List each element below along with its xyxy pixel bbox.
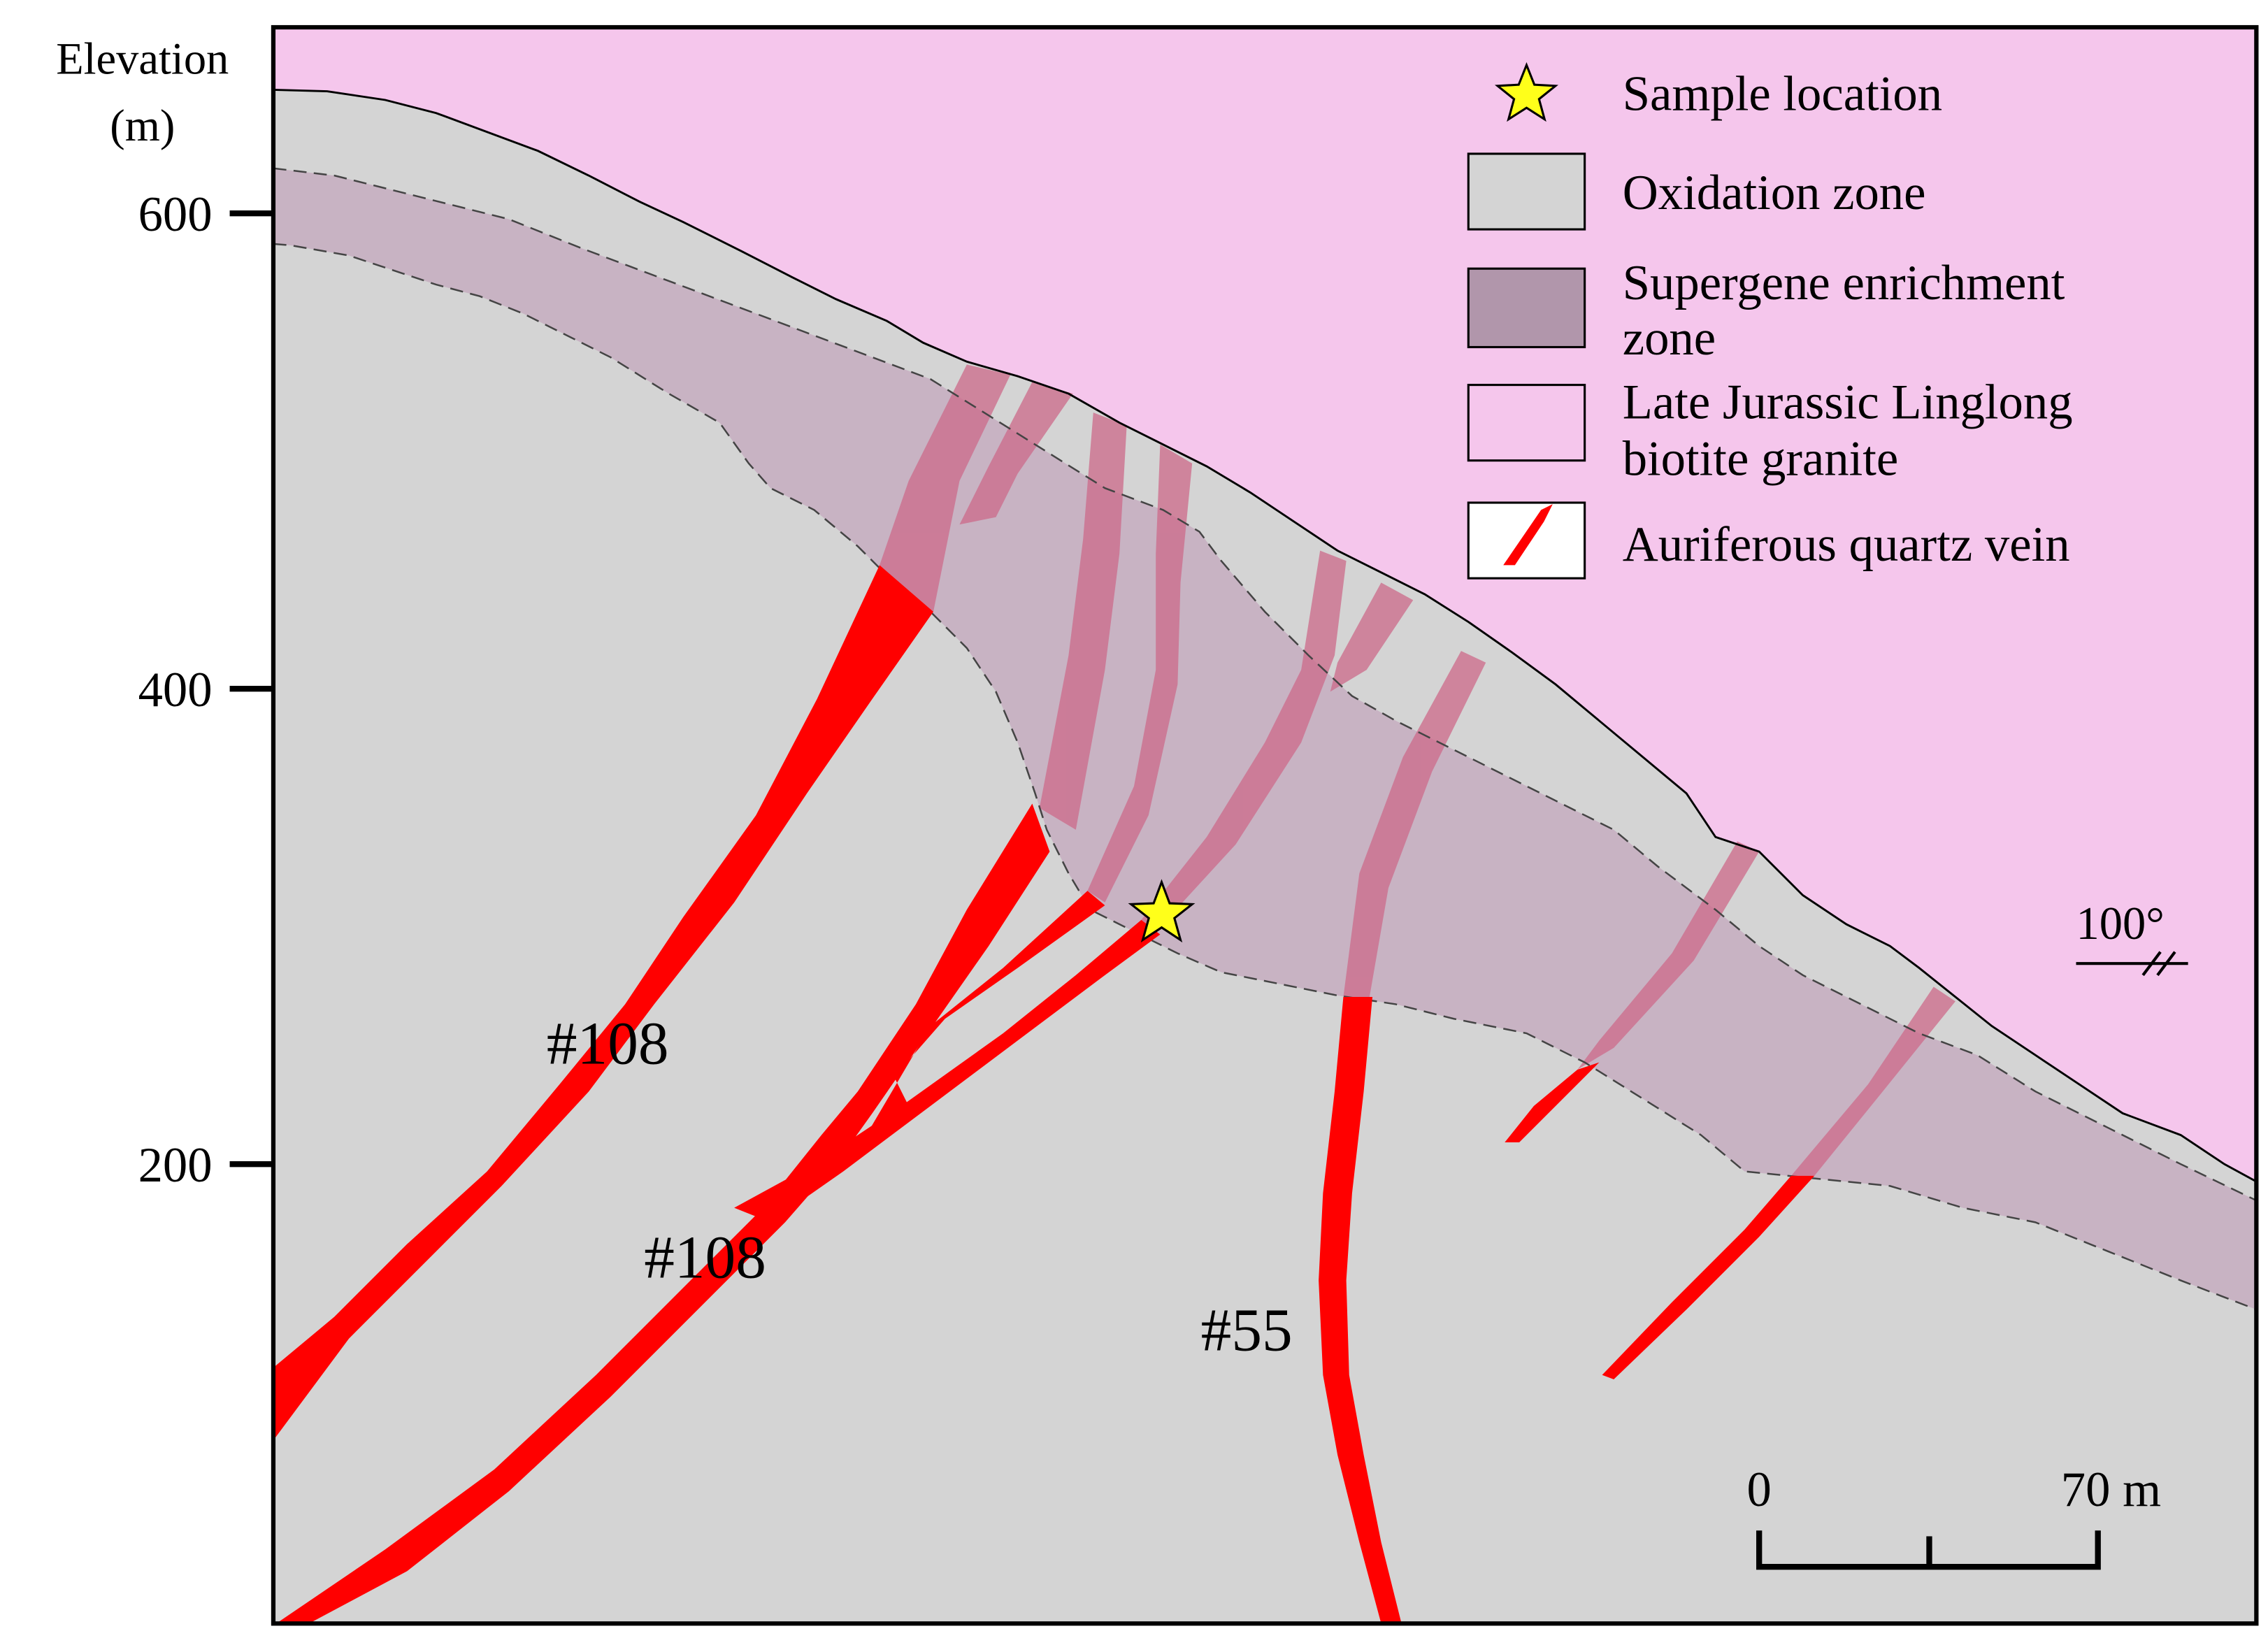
- legend-label-vein: Auriferous quartz vein: [1623, 517, 2070, 572]
- scale-label-start: 0: [1747, 1463, 1772, 1517]
- legend: Sample location Oxidation zone Supergene…: [1467, 62, 2073, 580]
- orientation-tick-1: [2141, 951, 2162, 977]
- supergene-enrichment-zone: [273, 168, 2257, 1310]
- surface-line: [273, 88, 2257, 1183]
- vein-label-108-lower: #108: [644, 1223, 766, 1291]
- legend-label-granite-line1: Late Jurassic Linglong: [1623, 375, 2073, 429]
- vein-108-lower: [734, 919, 1161, 1223]
- axis-title-line1: Elevation: [56, 34, 229, 84]
- oxidation-zone-swatch: [1467, 152, 1586, 231]
- sample-location-star: [1128, 879, 1196, 943]
- legend-label-oxidation: Oxidation zone: [1623, 166, 1926, 220]
- vein-east-2: [1602, 1175, 1815, 1379]
- vein-segment-faded: [1577, 841, 1760, 1070]
- supergene-base-line: [273, 243, 2257, 1311]
- quartz-veins: [273, 565, 1815, 1624]
- orientation-tick-2: [2156, 951, 2176, 977]
- vein-label-55: #55: [1201, 1295, 1293, 1363]
- legend-label-supergene-line1: Supergene enrichment: [1623, 256, 2065, 310]
- legend-label-sample: Sample location: [1623, 67, 1942, 122]
- axis-title-line2: (m): [110, 101, 175, 150]
- vein-108-left: [273, 565, 934, 1441]
- vein-east-1: [1505, 1062, 1600, 1142]
- star-icon: [1494, 62, 1558, 122]
- orientation-indicator: 100°: [2076, 898, 2188, 977]
- section-frame: [271, 24, 2259, 1626]
- vein-segment-faded: [1039, 412, 1127, 830]
- tick-label-600: 600: [138, 187, 213, 242]
- tick-label-400: 400: [138, 663, 213, 717]
- vein-segment-faded: [1087, 444, 1193, 903]
- scale-label-end: 70 m: [2061, 1463, 2161, 1517]
- elevation-axis: Elevation (m) 600 400 200: [56, 34, 273, 1193]
- vein-segment-faded: [880, 364, 1011, 612]
- vein-icon: [1503, 504, 1553, 566]
- vein-segment-faded: [959, 382, 1073, 525]
- vein-label-108-upper: #108: [547, 1010, 669, 1077]
- supergene-zone-swatch: [1467, 267, 1586, 349]
- section-body: [273, 27, 2257, 1624]
- scale-bar-line: [1756, 1530, 2101, 1570]
- faded-vein-segments: [880, 364, 1955, 1176]
- oxidation-base-line: [273, 167, 2257, 1202]
- tick-label-200: 200: [138, 1138, 213, 1193]
- scale-bar: 0 70 m: [1747, 1463, 2161, 1570]
- vein-segment-faded: [1141, 550, 1347, 932]
- vein-segment-faded: [1790, 986, 1955, 1176]
- legend-label-granite-line2: biotite granite: [1623, 432, 1899, 487]
- granite-swatch: [1467, 384, 1586, 462]
- legend-label-supergene-line2: zone: [1623, 311, 1716, 366]
- orientation-label: 100°: [2076, 898, 2165, 949]
- vein-55: [1319, 997, 1402, 1624]
- vein-segment-faded: [1343, 651, 1486, 998]
- vein-segment-faded: [1330, 582, 1414, 692]
